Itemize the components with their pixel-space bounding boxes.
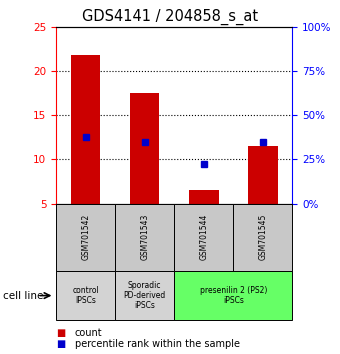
Bar (174, 271, 292, 320)
Bar (174, 204, 233, 271)
Text: cell line: cell line (3, 291, 44, 301)
Bar (56, 271, 115, 320)
Text: count: count (75, 328, 102, 338)
Bar (115, 271, 174, 320)
Text: percentile rank within the sample: percentile rank within the sample (75, 339, 240, 349)
Text: ■: ■ (56, 328, 65, 338)
Text: GDS4141 / 204858_s_at: GDS4141 / 204858_s_at (82, 9, 258, 25)
Text: GSM701544: GSM701544 (199, 214, 208, 261)
Bar (248, 146, 278, 204)
Text: presenilin 2 (PS2)
iPSCs: presenilin 2 (PS2) iPSCs (200, 286, 267, 305)
Text: GSM701543: GSM701543 (140, 214, 149, 261)
Bar (115, 204, 174, 271)
Bar (233, 204, 292, 271)
Text: GSM701542: GSM701542 (81, 214, 90, 260)
Text: ■: ■ (56, 339, 65, 349)
Bar (189, 190, 219, 204)
Bar (71, 55, 100, 204)
Bar (56, 204, 115, 271)
Text: control
IPSCs: control IPSCs (72, 286, 99, 305)
Text: Sporadic
PD-derived
iPSCs: Sporadic PD-derived iPSCs (123, 281, 166, 310)
Bar (130, 93, 159, 204)
Text: GSM701545: GSM701545 (258, 214, 267, 261)
